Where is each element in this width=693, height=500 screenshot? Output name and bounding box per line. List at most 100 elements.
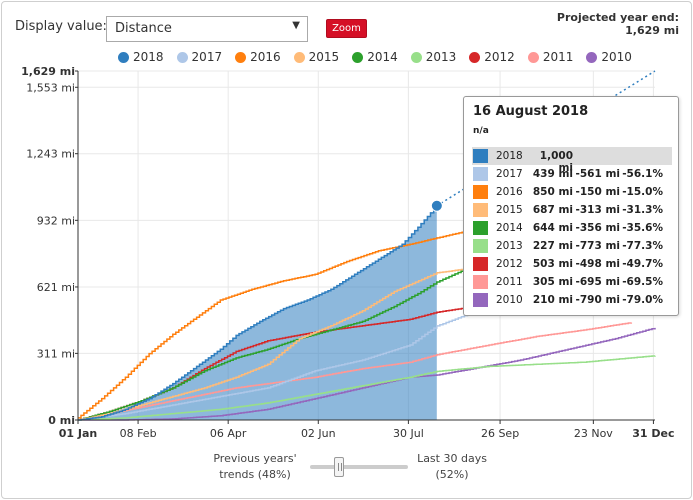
- tooltip-value: 850 mi: [532, 186, 573, 198]
- y-tick-label: 1,553 mi: [26, 81, 75, 94]
- series-line-2010: [78, 327, 656, 421]
- tooltip-difference: -498 mi: [575, 258, 620, 270]
- slider-left-label: Previous years' trends (48%): [200, 451, 310, 483]
- tooltip-swatch: [473, 167, 488, 181]
- projected-year-end-value: 1,629 mi: [625, 24, 679, 37]
- tooltip-year: 2011: [496, 276, 523, 288]
- legend-item-2018[interactable]: 2018: [118, 49, 164, 65]
- tooltip-row-2018: 2018 1,000 mi: [472, 147, 672, 174]
- tooltip-subtitle: n/a: [473, 126, 489, 136]
- series-line-2018: [78, 205, 438, 421]
- tooltip-difference: -150 mi: [575, 186, 620, 198]
- tooltip-difference: -773 mi: [575, 240, 620, 252]
- legend-label: 2016: [250, 50, 281, 64]
- x-tick-label: 26 Sep: [481, 427, 519, 440]
- legend-dot-icon: [352, 51, 364, 63]
- slider-right-label: Last 30 days (52%): [400, 451, 504, 483]
- tooltip-year: 2014: [496, 222, 523, 234]
- tooltip-swatch: [473, 185, 488, 199]
- tooltip-value: 210 mi: [532, 294, 573, 306]
- tooltip-swatch: [473, 239, 488, 253]
- tooltip-percent: -79.0%: [622, 294, 663, 306]
- tooltip-year: 2012: [496, 258, 523, 270]
- tooltip-swatch: [473, 293, 488, 307]
- legend-dot-icon: [410, 51, 422, 63]
- tooltip-value: 305 mi: [532, 276, 573, 288]
- tooltip-row-2013: 2013 227 mi -773 mi -77.3%: [472, 237, 672, 255]
- slider-left-label-line1: Previous years': [213, 452, 297, 465]
- slider-right-label-line1: Last 30 days: [417, 452, 487, 465]
- legend-dot-icon: [527, 51, 539, 63]
- x-tick-label: 02 Jun: [301, 427, 336, 440]
- chart-legend: 2018 2017 2016 2015 2014 2013 2012 2011 2010: [118, 49, 645, 65]
- x-tick-label: 23 Nov: [574, 427, 613, 440]
- display-value-dropdown[interactable]: Distance ▼: [106, 16, 308, 42]
- tooltip-row-2017: 2017 439 mi -561 mi -56.1%: [472, 165, 672, 183]
- projected-year-end-label: Projected year end:: [556, 11, 679, 24]
- tooltip-swatch: [473, 203, 488, 217]
- tooltip-year: 2010: [496, 294, 523, 306]
- legend-label: 2012: [484, 50, 515, 64]
- chart-tooltip: 16 August 2018 n/a 2018 1,000 mi 2017 439 m…: [463, 96, 679, 316]
- tooltip-difference: -356 mi: [575, 222, 620, 234]
- tooltip-row-2016: 2016 850 mi -150 mi -15.0%: [472, 183, 672, 201]
- tooltip-row-2012: 2012 503 mi -498 mi -49.7%: [472, 255, 672, 273]
- legend-label: 2010: [601, 50, 632, 64]
- projected-year-end: Projected year end: 1,629 mi: [557, 11, 679, 37]
- x-tick-label: 31 Dec: [632, 427, 674, 440]
- trend-weight-slider-track[interactable]: [310, 465, 408, 469]
- legend-dot-icon: [469, 51, 481, 63]
- y-tick-label: 1,243 mi: [26, 148, 75, 161]
- tooltip-percent: -69.5%: [622, 276, 663, 288]
- zoom-button[interactable]: Zoom: [326, 19, 367, 38]
- tooltip-value: 687 mi: [532, 204, 573, 216]
- legend-label: 2014: [367, 50, 398, 64]
- tooltip-percent: -31.3%: [622, 204, 663, 216]
- tooltip-value: 644 mi: [532, 222, 573, 234]
- trend-weight-slider-handle[interactable]: [334, 457, 345, 477]
- series-line-2013: [78, 355, 656, 421]
- tooltip-value: 1,000 mi: [539, 150, 573, 174]
- tooltip-difference: -313 mi: [575, 204, 620, 216]
- tooltip-value: 503 mi: [532, 258, 573, 270]
- tooltip-difference: -561 mi: [575, 168, 620, 180]
- legend-item-2010[interactable]: 2010: [586, 49, 632, 65]
- tooltip-value: 439 mi: [532, 168, 573, 180]
- x-tick-label: 30 Jul: [393, 427, 424, 440]
- tooltip-year: 2015: [496, 204, 523, 216]
- display-value-label: Display value:: [15, 19, 107, 34]
- legend-item-2017[interactable]: 2017: [176, 49, 223, 65]
- legend-label: 2017: [191, 50, 223, 64]
- legend-item-2016[interactable]: 2016: [235, 49, 281, 65]
- slider-right-label-line2: (52%): [435, 468, 469, 481]
- tooltip-difference: -695 mi: [575, 276, 620, 288]
- tooltip-percent: -49.7%: [622, 258, 663, 270]
- tooltip-swatch: [473, 257, 488, 271]
- legend-dot-icon: [586, 51, 598, 63]
- tooltip-year: 2013: [496, 240, 523, 252]
- legend-item-2013[interactable]: 2013: [410, 49, 456, 65]
- legend-item-2015[interactable]: 2015: [293, 49, 340, 65]
- tooltip-row-2015: 2015 687 mi -313 mi -31.3%: [472, 201, 672, 219]
- tooltip-title: 16 August 2018: [473, 104, 589, 119]
- y-tick-label: 0 mi: [48, 414, 75, 427]
- display-value-selected: Distance: [115, 21, 172, 36]
- tooltip-year: 2017: [496, 168, 523, 180]
- tooltip-swatch: [473, 275, 488, 289]
- tooltip-rows: 2018 1,000 mi 2017 439 mi -561 mi -56.1% 2016 8…: [472, 147, 672, 309]
- legend-dot-icon: [235, 51, 247, 63]
- y-tick-label: 1,629 mi: [21, 65, 75, 78]
- slider-left-label-line2: trends (48%): [219, 468, 291, 481]
- tooltip-swatch: [473, 221, 488, 235]
- y-tick-label: 932 mi: [37, 214, 75, 227]
- tooltip-row-2010: 2010 210 mi -790 mi -79.0%: [472, 291, 672, 309]
- x-tick-label: 01 Jan: [59, 427, 97, 440]
- legend-item-2011[interactable]: 2011: [527, 49, 573, 65]
- legend-item-2014[interactable]: 2014: [352, 49, 398, 65]
- tooltip-year: 2016: [496, 186, 523, 198]
- legend-dot-icon: [293, 51, 305, 63]
- legend-label: 2015: [308, 50, 340, 64]
- legend-item-2012[interactable]: 2012: [469, 49, 515, 65]
- y-tick-label: 621 mi: [37, 281, 75, 294]
- tooltip-row-2011: 2011 305 mi -695 mi -69.5%: [472, 273, 672, 291]
